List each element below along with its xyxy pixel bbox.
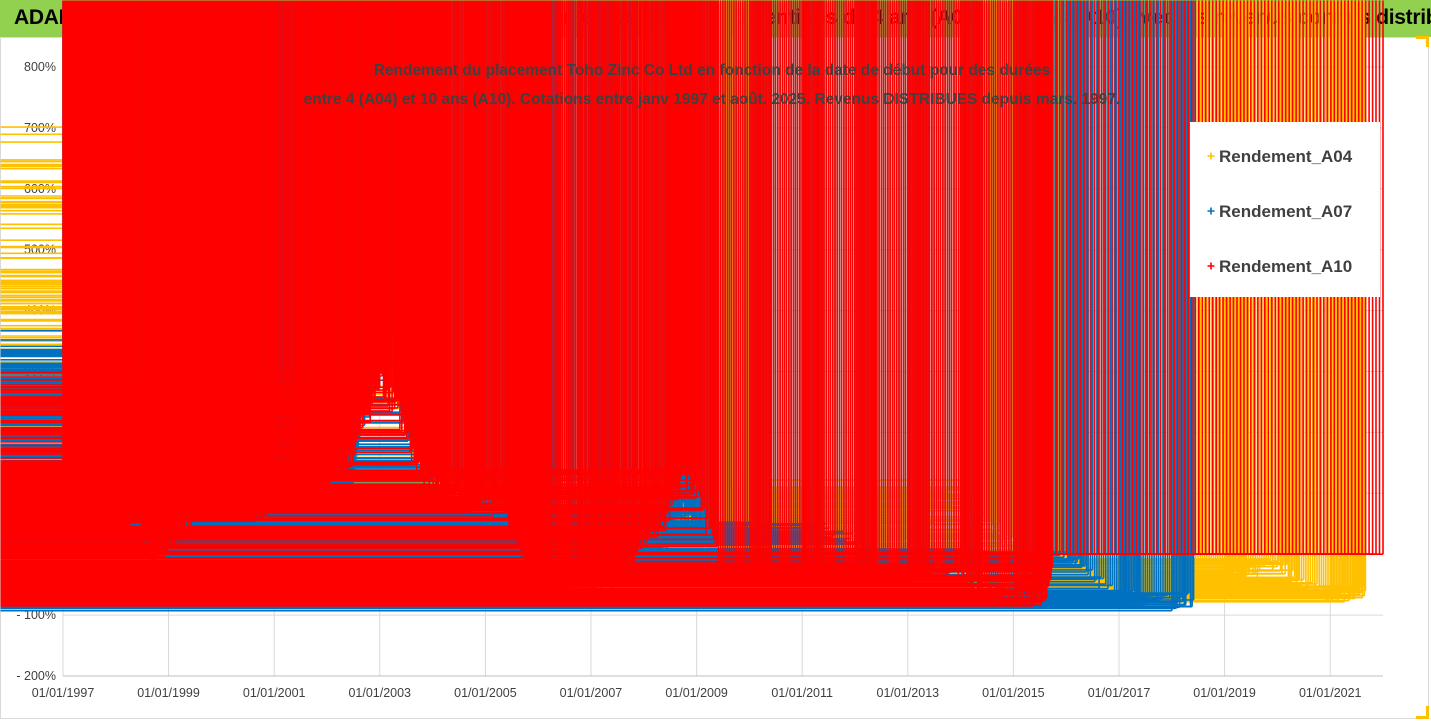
- data-point: [0, 0, 407, 422]
- data-point: [0, 0, 341, 462]
- x-tick-label: 01/01/1997: [32, 686, 95, 700]
- data-point: [0, 0, 437, 487]
- legend-marker: [1207, 152, 1215, 160]
- data-point: [0, 0, 703, 509]
- data-point: [0, 0, 701, 498]
- data-point: [0, 0, 411, 439]
- data-point: [0, 0, 420, 463]
- data-point: [0, 0, 637, 553]
- data-point: [0, 0, 382, 374]
- data-point: [0, 0, 891, 569]
- data-point: [0, 0, 355, 447]
- legend-marker: [1207, 262, 1215, 270]
- chart-subtitle: Rendement du placement Toho Zinc Co Ltd …: [304, 62, 1121, 108]
- data-point: [0, 0, 410, 432]
- data-point: [0, 0, 715, 541]
- data-point: [0, 0, 402, 406]
- chart-subtitle-line: entre 4 (A04) et 10 ans (A10). Cotations…: [304, 91, 1121, 108]
- x-tick-label: 01/01/2003: [348, 686, 411, 700]
- x-tick-label: 01/01/2011: [771, 686, 833, 700]
- data-point: [0, 0, 398, 401]
- data-point: [0, 0, 693, 493]
- y-tick-label: - 100%: [16, 608, 56, 622]
- y-tick-label: 500%: [24, 243, 56, 257]
- data-point: [0, 0, 697, 481]
- x-tick-label: 01/01/2017: [1088, 686, 1151, 700]
- data-point: [0, 0, 498, 505]
- data-point: [0, 0, 350, 451]
- x-tick-label: 01/01/1999: [137, 686, 200, 700]
- data-point: [0, 0, 1384, 555]
- y-tick-label: 800%: [24, 60, 56, 74]
- data-point: [0, 0, 699, 492]
- x-tick-label: 01/01/2021: [1299, 686, 1362, 700]
- data-point: [0, 0, 108, 459]
- y-tick-label: - 200%: [16, 669, 56, 683]
- data-point: [0, 0, 692, 476]
- data-point: [0, 0, 400, 402]
- data-point: [0, 0, 718, 548]
- data-point: [0, 0, 677, 490]
- x-tick-label: 01/01/2009: [665, 686, 728, 700]
- data-point: [0, 0, 404, 416]
- data-point: [0, 0, 673, 506]
- data-point: [0, 0, 364, 429]
- data-point: [0, 0, 686, 473]
- legend-label: Rendement_A07: [1219, 202, 1352, 221]
- data-point: [0, 0, 414, 450]
- data-point: [0, 0, 713, 536]
- data-series: [0, 0, 1384, 612]
- data-point: [0, 0, 695, 495]
- data-point: [0, 0, 690, 475]
- frame-corner-top-right: [1416, 36, 1429, 47]
- frame-corner-bottom-right: [1416, 706, 1429, 719]
- data-point: [0, 0, 1047, 592]
- legend-label: Rendement_A04: [1219, 147, 1353, 166]
- data-point: [0, 0, 664, 520]
- data-point: [0, 0, 1045, 591]
- data-point: [0, 0, 392, 389]
- data-point: [0, 0, 709, 519]
- data-point: [0, 0, 685, 472]
- data-point: [0, 0, 706, 510]
- data-point: [0, 0, 712, 529]
- data-point: [0, 0, 698, 499]
- legend-label: Rendement_A10: [1219, 257, 1352, 276]
- x-tick-label: 01/01/2005: [454, 686, 517, 700]
- data-point: [0, 0, 390, 407]
- x-tick-label: 01/01/2015: [982, 686, 1045, 700]
- chart-subtitle-line: Rendement du placement Toho Zinc Co Ltd …: [374, 62, 1051, 79]
- data-point: [0, 0, 374, 386]
- series-Rendement_A10: [0, 0, 1384, 607]
- data-point: [0, 0, 379, 381]
- legend-marker: [1207, 207, 1215, 215]
- x-tick-label: 01/01/2007: [560, 686, 623, 700]
- data-point: [0, 0, 412, 454]
- data-point: [0, 0, 376, 400]
- data-point: [0, 0, 383, 377]
- data-point: [0, 0, 401, 431]
- x-tick-label: 01/01/2019: [1193, 686, 1256, 700]
- data-point: [0, 0, 1037, 596]
- data-point: [0, 0, 1035, 607]
- legend: Rendement_A04 Rendement_A07 Rendement_A10: [1207, 147, 1353, 276]
- data-point: [0, 0, 861, 563]
- data-point: [0, 0, 704, 511]
- data-point: [0, 0, 358, 443]
- data-point: [0, 0, 395, 394]
- data-point: [0, 0, 665, 528]
- legend-box: [1190, 122, 1380, 297]
- data-point: [0, 0, 385, 398]
- x-tick-label: 01/01/2013: [877, 686, 940, 700]
- data-point: [0, 0, 717, 545]
- data-point: [0, 0, 696, 486]
- data-point: [0, 0, 415, 464]
- data-point: [0, 0, 1048, 599]
- x-tick-label: 01/01/2001: [243, 686, 306, 700]
